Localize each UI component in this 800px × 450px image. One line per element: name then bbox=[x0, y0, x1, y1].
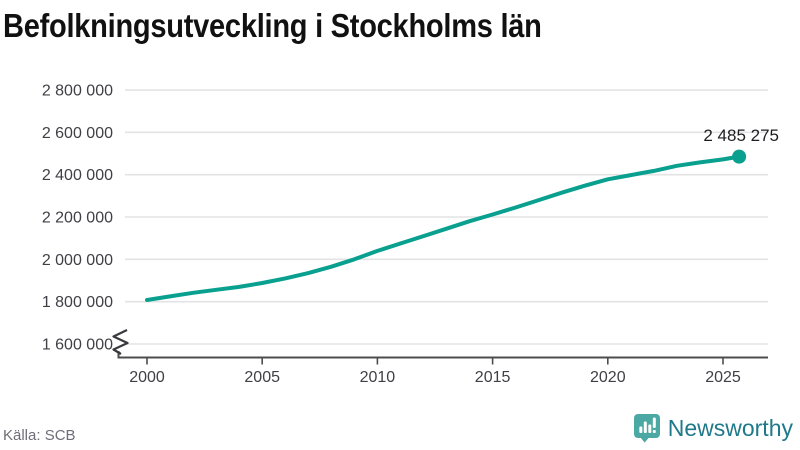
x-tick-label: 2015 bbox=[475, 369, 511, 386]
x-tick-label: 2005 bbox=[244, 369, 280, 386]
x-axis-line bbox=[117, 351, 768, 359]
logo-bubble-shape bbox=[633, 414, 660, 443]
x-axis-ticks: 2000 2005 2010 2015 2020 2025 bbox=[129, 358, 741, 386]
chart-title: Befolkningsutveckling i Stockholms län bbox=[3, 7, 542, 44]
y-tick-label: 1 800 000 bbox=[42, 294, 113, 311]
x-tick-label: 2000 bbox=[129, 369, 165, 386]
newsworthy-logo-text: Newsworthy bbox=[667, 414, 793, 441]
y-axis-grid: 1 600 000 1 800 000 2 000 000 2 200 000 2 40… bbox=[42, 83, 768, 354]
axis-break-icon bbox=[112, 329, 129, 355]
newsworthy-logo-icon bbox=[633, 414, 660, 443]
x-tick-label: 2020 bbox=[590, 369, 626, 386]
logo-barchart-glyph bbox=[639, 417, 656, 433]
data-series: 2 485 275 bbox=[145, 126, 779, 302]
series-line bbox=[145, 154, 742, 302]
y-tick-label: 2 800 000 bbox=[42, 83, 113, 100]
y-tick-label: 1 600 000 bbox=[42, 337, 113, 354]
newsworthy-logo[interactable]: Newsworthy bbox=[633, 413, 793, 443]
x-tick-label: 2025 bbox=[705, 369, 741, 386]
endpoint-value-label: 2 485 275 bbox=[703, 126, 779, 145]
y-tick-label: 2 000 000 bbox=[42, 252, 113, 269]
source-label: Källa: SCB bbox=[3, 427, 76, 444]
y-tick-label: 2 200 000 bbox=[42, 210, 113, 227]
y-tick-label: 2 400 000 bbox=[42, 167, 113, 184]
x-tick-label: 2010 bbox=[360, 369, 396, 386]
endpoint-marker bbox=[732, 149, 747, 164]
y-tick-label: 2 600 000 bbox=[42, 125, 113, 142]
